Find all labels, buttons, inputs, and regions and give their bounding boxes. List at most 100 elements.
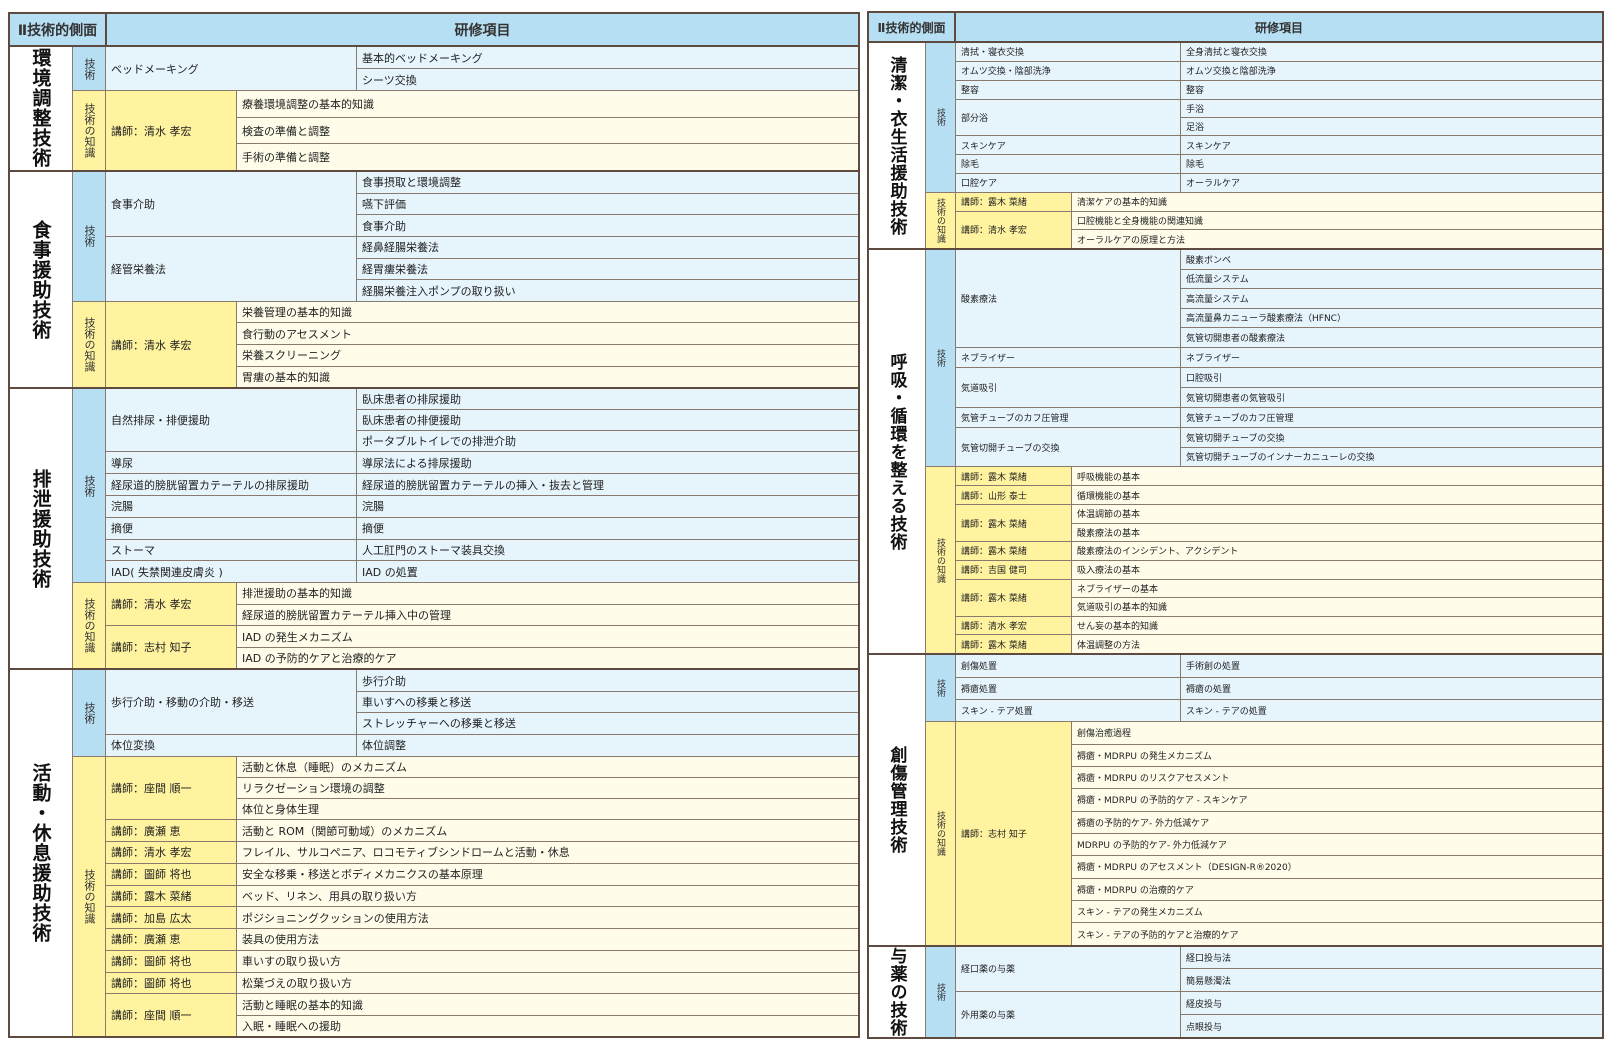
group-rows: 講師：清水 孝宏 栄養管理の基本的知識 食行動のアセスメント 栄養スクリーニング 胃瘻の… bbox=[106, 301, 858, 388]
item-list: 褥瘡の処置 bbox=[1181, 678, 1602, 699]
training-item: 創傷治癒過程 bbox=[1072, 722, 1602, 744]
table-row: 気管チューブのカフ圧管理 気管チューブのカフ圧管理 bbox=[956, 406, 1602, 427]
technique-group: 技術 ベッドメーキング 基本的ベッドメーキング シーツ交換 bbox=[73, 47, 858, 91]
instructor-name: 講師：清水 孝宏 bbox=[106, 301, 237, 388]
group-label: 技術 bbox=[73, 670, 106, 756]
section-title: 清潔・衣生活援助技術 bbox=[869, 43, 926, 249]
section: 与薬の技術 技術 経口薬の与薬 経口投与法 簡易懸濁法 外用薬の与薬 経皮投与 点眼投与 bbox=[869, 946, 1602, 1037]
training-item: 導尿法による排尿援助 bbox=[362, 456, 472, 470]
technique-name: 浣腸 bbox=[106, 496, 357, 517]
training-item: スキン - テアの処置 bbox=[1186, 707, 1267, 718]
table-row: 講師：座間 順一 活動と休息（睡眠）のメカニズム リラクゼーション環境の調整 体位と身… bbox=[106, 756, 858, 820]
section: 清潔・衣生活援助技術 技術 清拭・寝衣交換 全身清拭と寝衣交換 オムツ交換・陰部洗浄 オム… bbox=[869, 43, 1602, 251]
training-item: 褥瘡・MDRPU の発生メカニズム bbox=[1072, 743, 1602, 766]
instructor-name: 講師：露木 菜緒 bbox=[956, 579, 1072, 616]
table-row: 講師：清水 孝宏 栄養管理の基本的知識 食行動のアセスメント 栄養スクリーニング 胃瘻の… bbox=[106, 301, 858, 388]
training-item: 体温調節の基本 bbox=[1072, 505, 1602, 523]
group-label: 技術 bbox=[926, 250, 956, 467]
item-list: 体温調節の基本 酸素療法の基本 bbox=[1072, 505, 1602, 541]
group-label: 技術 bbox=[73, 171, 106, 301]
training-item: 体位調整 bbox=[362, 739, 406, 753]
training-item: 酸素ボンベ bbox=[1186, 255, 1232, 266]
instructor-name: 講師：露木 菜緒 bbox=[956, 635, 1072, 654]
item-list: スキンケア bbox=[1181, 136, 1602, 154]
group-rows: 自然排尿・排便援助 臥床患者の排尿援助 臥床患者の排便援助 ポータブルトイレでの排泄介… bbox=[106, 389, 858, 583]
section: 環境調整技術 技術 ベッドメーキング 基本的ベッドメーキング シーツ交換 技術の知識 講師：… bbox=[10, 47, 858, 172]
item-list: 排泄援助の基本的知識 経尿道的膀胱留置カテーテル挿入中の管理 bbox=[237, 583, 858, 626]
group-rows: 講師：志村 知子 創傷治癒過程 褥瘡・MDRPU の発生メカニズム 褥瘡・MDRPU … bbox=[956, 722, 1602, 945]
group-label: 技術の知識 bbox=[73, 756, 106, 1036]
training-item: スキン - テアの予防的ケアと治療的ケア bbox=[1072, 922, 1602, 945]
item-list: ネブライザー bbox=[1181, 348, 1602, 367]
technique-group: 技術 経口薬の与薬 経口投与法 簡易懸濁法 外用薬の与薬 経皮投与 点眼投与 bbox=[926, 946, 1602, 1037]
header-aspect: Ⅱ技術的側面 bbox=[10, 14, 107, 45]
table-row: 経尿道的膀胱留置カテーテルの排尿援助 経尿道的膀胱留置カテーテルの挿入・抜去と管理 bbox=[106, 473, 858, 495]
table-row: 講師：露木 菜緒 ベッド、リネン、用具の取り扱い方 bbox=[106, 884, 858, 907]
training-item: IAD の予防的ケアと治療的ケア bbox=[237, 646, 858, 669]
training-item: ネブライザーの基本 bbox=[1072, 579, 1602, 598]
technique-name: 自然排尿・排便援助 bbox=[106, 389, 357, 452]
group-rows: 食事介助 食事摂取と環境調整 嚥下評価 食事介助 経管栄養法 経鼻経腸栄養法 経胃瘻栄養法経… bbox=[106, 171, 858, 301]
item-list: 全身清拭と寝衣交換 bbox=[1181, 43, 1602, 61]
table-row: 講師：露木 菜緒 酸素療法のインシデント、アクシデント bbox=[956, 540, 1602, 560]
technique-name: 気道吸引 bbox=[956, 367, 1181, 407]
training-item: 全身清拭と寝衣交換 bbox=[1186, 48, 1268, 59]
instructor-name: 講師：圖師 将也 bbox=[106, 863, 237, 885]
table-row: 講師：清水 孝宏 フレイル、サルコペニア、ロコモティブシンドロームと活動・休息 bbox=[106, 840, 858, 863]
instructor-name: 講師：露木 菜緒 bbox=[956, 505, 1072, 541]
item-list: 気管切開チューブの交換 気管切開チューブのインナーカニューレの交換 bbox=[1181, 428, 1602, 467]
training-item: 装具の使用方法 bbox=[237, 929, 858, 950]
item-list: 栄養管理の基本的知識 食行動のアセスメント 栄養スクリーニング 胃瘻の基本的知識 bbox=[237, 301, 858, 388]
right-sections: 清潔・衣生活援助技術 技術 清拭・寝衣交換 全身清拭と寝衣交換 オムツ交換・陰部洗浄 オム… bbox=[869, 43, 1602, 1037]
group-label: 技術 bbox=[73, 47, 106, 91]
technique-name: 摘便 bbox=[106, 517, 357, 539]
table-row: 講師：露木 菜緒 ネブライザーの基本 気道吸引の基本的知識 bbox=[956, 578, 1602, 616]
section: 排泄援助技術 技術 自然排尿・排便援助 臥床患者の排尿援助 臥床患者の排便援助 ポータブル… bbox=[10, 389, 858, 671]
training-item: 気管チューブのカフ圧管理 bbox=[1186, 413, 1294, 424]
table-row: 講師：山形 泰士 循環機能の基本 bbox=[956, 485, 1602, 505]
training-item: ベッド、リネン、用具の取り扱い方 bbox=[237, 885, 858, 907]
technique-name: 気管チューブのカフ圧管理 bbox=[956, 407, 1181, 427]
item-list: オムツ交換と陰部洗浄 bbox=[1181, 62, 1602, 80]
group-rows: 酸素療法 酸素ボンベ 低流量システム 高流量システム 高流量鼻カニューラ酸素療法（HFN… bbox=[956, 250, 1602, 467]
instructor-name: 講師：清水 孝宏 bbox=[106, 91, 237, 170]
table-row: 浣腸 浣腸 bbox=[106, 495, 858, 517]
training-item: 清潔ケアの基本的知識 bbox=[1072, 192, 1602, 211]
table-row: 気道吸引 口腔吸引 気管切開患者の気管吸引 bbox=[956, 366, 1602, 407]
group-label: 技術の知識 bbox=[926, 192, 956, 249]
group-label: 技術 bbox=[926, 655, 956, 722]
instructor-name: 講師：清水 孝宏 bbox=[956, 211, 1072, 249]
training-item: 手術創の処置 bbox=[1186, 662, 1241, 673]
header-aspect: Ⅱ技術的側面 bbox=[869, 13, 956, 41]
header-items: 研修項目 bbox=[454, 22, 511, 39]
table-header: Ⅱ技術的側面 研修項目 bbox=[10, 14, 858, 47]
table-row: 講師：志村 知子 IAD の発生メカニズム IAD の予防的ケアと治療的ケア bbox=[106, 625, 858, 669]
technique-group: 技術 自然排尿・排便援助 臥床患者の排尿援助 臥床患者の排便援助 ポータブルトイレでの排… bbox=[73, 389, 858, 583]
training-item: 褥瘡の処置 bbox=[1186, 684, 1232, 695]
instructor-name: 講師：座間 順一 bbox=[106, 994, 237, 1037]
table-row: 口腔ケア オーラルケア bbox=[956, 172, 1602, 192]
table-row: 清拭・寝衣交換 全身清拭と寝衣交換 bbox=[956, 43, 1602, 61]
training-item: 経鼻経腸栄養法 bbox=[362, 241, 439, 255]
item-list: 体位調整 bbox=[357, 735, 858, 756]
training-item: 体位と身体生理 bbox=[237, 797, 858, 820]
training-item: 気管切開患者の酸素療法 bbox=[1181, 327, 1602, 347]
item-list: 装具の使用方法 bbox=[237, 929, 858, 950]
training-item: 手術の準備と調整 bbox=[237, 143, 858, 170]
technique-name: 除毛 bbox=[956, 155, 1181, 173]
instructor-name: 講師：露木 菜緒 bbox=[956, 467, 1072, 486]
item-list: 活動と睡眠の基本的知識 入眠・睡眠への援助 bbox=[237, 994, 858, 1037]
group-rows: 経口薬の与薬 経口投与法 簡易懸濁法 外用薬の与薬 経皮投与 点眼投与 bbox=[956, 946, 1602, 1037]
training-item: 褥瘡・MDRPU の治療的ケア bbox=[1072, 877, 1602, 900]
instructor-name: 講師：露木 菜緒 bbox=[956, 192, 1072, 211]
technique-group: 技術 食事介助 食事摂取と環境調整 嚥下評価 食事介助 経管栄養法 経鼻経腸栄養法 経胃瘻栄養… bbox=[73, 171, 858, 301]
table-row: 体位変換 体位調整 bbox=[106, 733, 858, 756]
training-item: オーラルケアの原理と方法 bbox=[1072, 229, 1602, 249]
training-item: 栄養管理の基本的知識 bbox=[237, 301, 858, 323]
knowledge-group: 技術の知識 講師：座間 順一 活動と休息（睡眠）のメカニズム リラクゼーション環境の調… bbox=[73, 755, 858, 1037]
technique-name: 外用薬の与薬 bbox=[956, 992, 1181, 1037]
instructor-name: 講師：圖師 将也 bbox=[106, 950, 237, 972]
group-rows: 歩行介助・移動の介助・移送 歩行介助 車いすへの移乗と移送 ストレッチャーへの移乗と移… bbox=[106, 670, 858, 756]
group-rows: 清拭・寝衣交換 全身清拭と寝衣交換 オムツ交換・陰部洗浄 オムツ交換と陰部洗浄 整容 整容… bbox=[956, 43, 1602, 192]
knowledge-group: 技術の知識 講師：清水 孝宏 栄養管理の基本的知識 食行動のアセスメント 栄養スクリーニ… bbox=[73, 300, 858, 388]
